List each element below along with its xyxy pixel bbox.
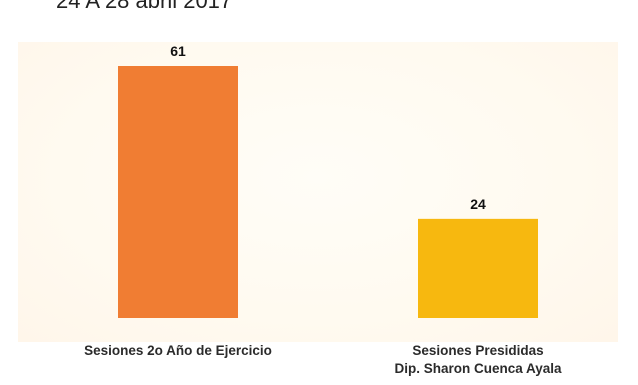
category-label-2-line-2: Dip. Sharon Cuenca Ayala — [394, 361, 562, 376]
category-label-2-line-1: Sesiones Presididas — [412, 343, 543, 358]
category-label-1-line-1: Sesiones 2o Año de Ejercicio — [84, 343, 272, 358]
category-label-1: Sesiones 2o Año de Ejercicio — [84, 343, 272, 358]
bar-1 — [118, 66, 238, 318]
chart-title-fragment: 24 A 28 abril 2017 — [56, 0, 233, 13]
category-label-2: Sesiones Presididas Dip. Sharon Cuenca Ay… — [394, 343, 562, 376]
bar-2 — [418, 218, 538, 318]
data-label-2: 24 — [470, 196, 486, 212]
data-label-1: 61 — [170, 43, 186, 59]
